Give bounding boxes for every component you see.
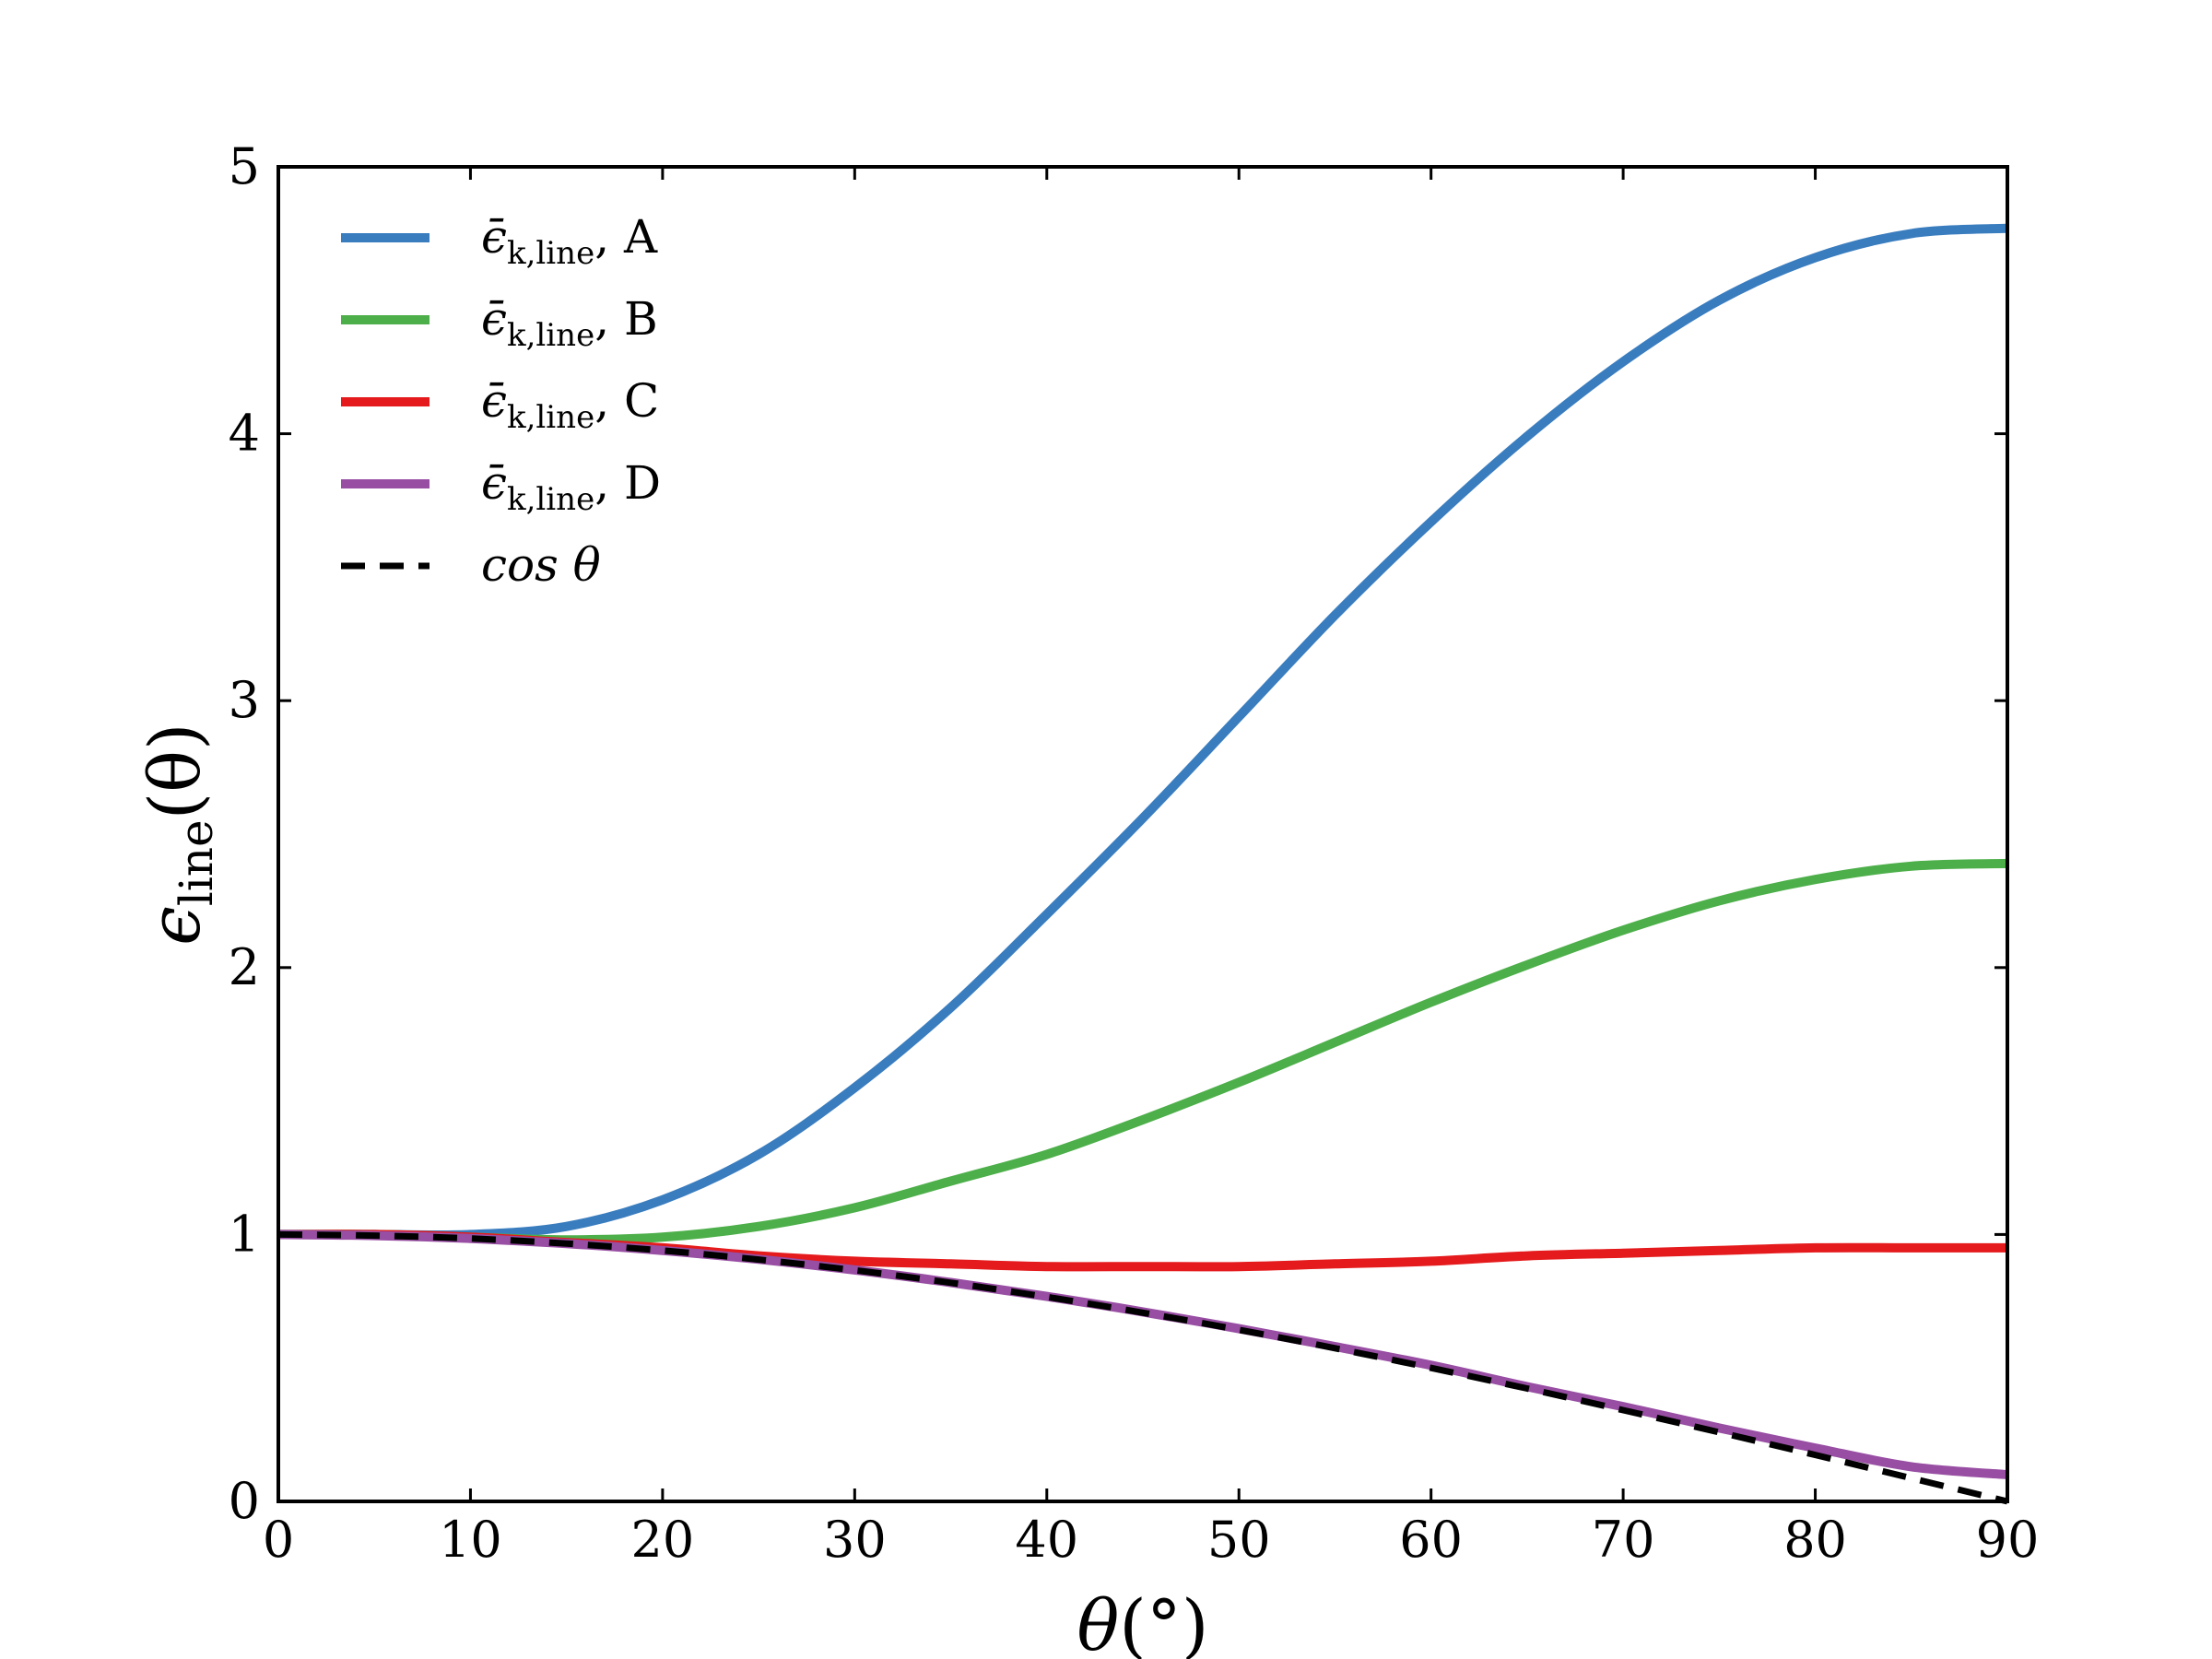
y-axis-label: ϵline(θ) — [134, 723, 223, 945]
x-tick-label: 40 — [1015, 1511, 1078, 1569]
x-tick-label: 80 — [1783, 1511, 1847, 1569]
x-axis-label: θ(°) — [1077, 1584, 1208, 1659]
legend-label: ϵ̄k,line, C — [481, 374, 659, 436]
x-tick-label: 70 — [1592, 1511, 1655, 1569]
legend: ϵ̄k,line, A ϵ̄k,line, B ϵ̄k,line, C ϵ̄k,lin… — [341, 210, 661, 592]
legend-label: ϵ̄k,line, D — [481, 456, 661, 518]
y-tick-label: 2 — [229, 938, 260, 996]
y-tick-label: 0 — [229, 1472, 260, 1530]
y-tick-label: 4 — [229, 405, 260, 463]
x-tick-label: 0 — [263, 1511, 294, 1569]
x-tick-label: 30 — [823, 1511, 887, 1569]
legend-label: ϵ̄k,line, A — [481, 210, 658, 272]
legend-label: cos θ — [481, 538, 601, 592]
x-tick-label: 20 — [631, 1511, 695, 1569]
y-tick-label: 3 — [229, 671, 260, 729]
series-line-0 — [277, 223, 2008, 1241]
x-tick-label: 60 — [1399, 1511, 1463, 1569]
y-tick-label: 5 — [229, 137, 260, 195]
series-line-1 — [277, 858, 2008, 1245]
legend-label: ϵ̄k,line, B — [481, 292, 658, 354]
ticks-layer: 0 10 20 30 40 50 60 70 80 90 0 1 2 3 4 5 — [229, 137, 2040, 1569]
series-line-4 — [277, 1230, 2008, 1505]
plot-frame — [276, 165, 2009, 1503]
x-tick-label: 10 — [439, 1511, 502, 1569]
x-tick-label: 90 — [1976, 1511, 2040, 1569]
x-tick-label: 50 — [1207, 1511, 1271, 1569]
series-layer — [277, 223, 2008, 1505]
y-tick-label: 1 — [229, 1205, 260, 1263]
